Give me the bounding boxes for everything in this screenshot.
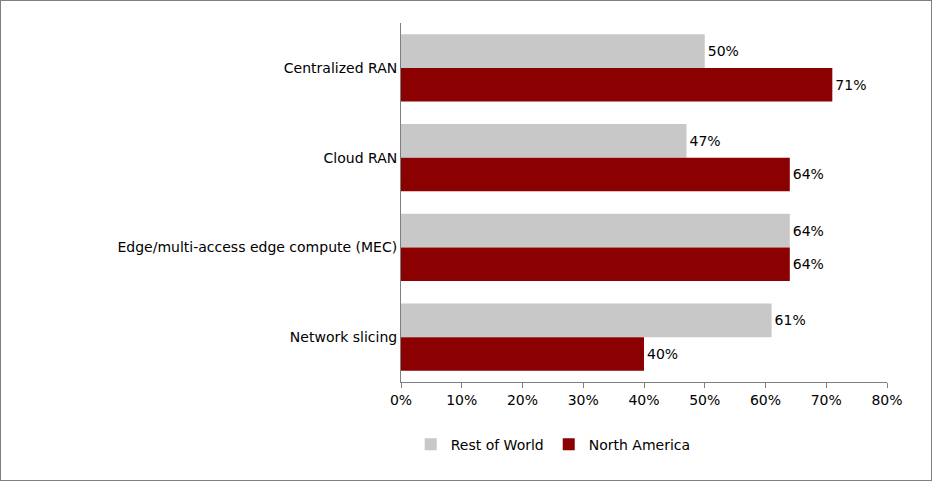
svg-text:Network slicing: Network slicing (290, 329, 397, 345)
svg-text:Rest of World: Rest of World (451, 437, 544, 453)
svg-text:Cloud RAN: Cloud RAN (324, 150, 398, 166)
svg-text:71%: 71% (835, 77, 866, 93)
svg-text:60%: 60% (750, 392, 781, 408)
svg-text:North America: North America (589, 437, 690, 453)
svg-text:47%: 47% (690, 133, 721, 149)
svg-text:Edge/multi-access edge compute: Edge/multi-access edge compute (MEC) (117, 239, 397, 255)
svg-text:40%: 40% (647, 346, 678, 362)
svg-text:64%: 64% (793, 166, 824, 182)
svg-text:30%: 30% (568, 392, 599, 408)
svg-text:80%: 80% (871, 392, 902, 408)
svg-text:64%: 64% (793, 256, 824, 272)
svg-text:Centralized RAN: Centralized RAN (284, 60, 397, 76)
svg-text:61%: 61% (775, 312, 806, 328)
svg-text:0%: 0% (390, 392, 412, 408)
svg-text:70%: 70% (811, 392, 842, 408)
svg-text:40%: 40% (628, 392, 659, 408)
svg-text:50%: 50% (689, 392, 720, 408)
svg-text:50%: 50% (708, 43, 739, 59)
svg-text:10%: 10% (446, 392, 477, 408)
svg-text:64%: 64% (793, 223, 824, 239)
svg-text:20%: 20% (507, 392, 538, 408)
